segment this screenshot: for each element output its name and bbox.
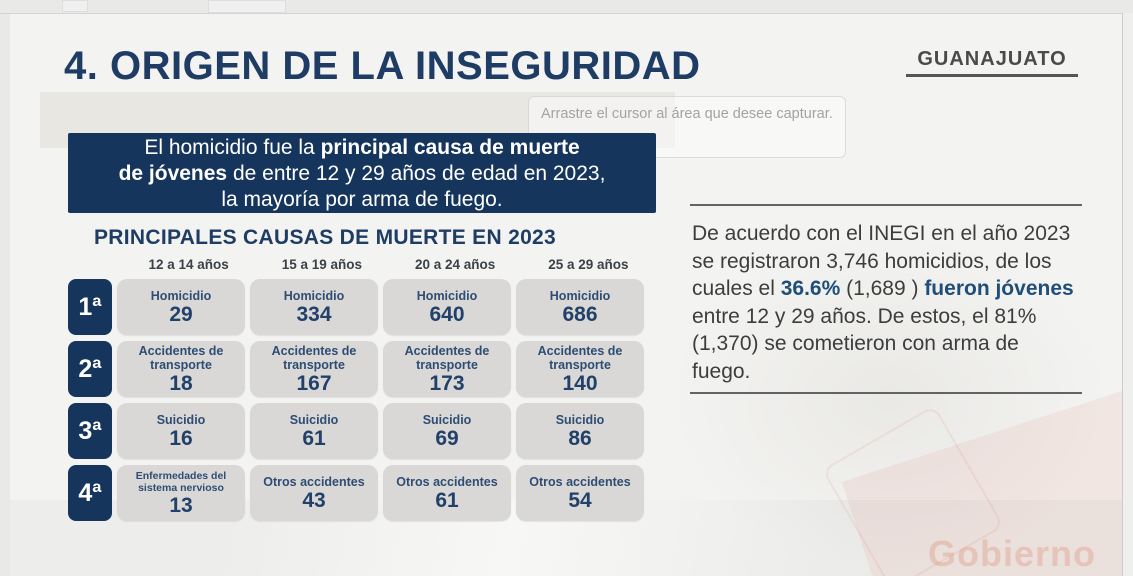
table-row: 3ª Suicidio 16 Suicidio 61 Suicidio 69 S…	[68, 403, 652, 459]
table-row: 1ª Homicidio 29 Homicidio 334 Homicidio …	[68, 279, 652, 335]
window-top-divider	[0, 13, 1133, 14]
cause-cell: Enfermedades del sistema nervioso 13	[117, 465, 245, 521]
cause-cell: Suicidio 61	[250, 403, 378, 459]
window-right-edge	[1122, 13, 1133, 576]
cause-cell: Homicidio 29	[117, 279, 245, 335]
cause-cell: Suicidio 69	[383, 403, 511, 459]
rank-badge: 3ª	[68, 403, 112, 459]
cause-cell: Otros accidentes 54	[516, 465, 644, 521]
banner-line-2: de jóvenes de entre 12 y 29 años de edad…	[118, 162, 606, 185]
table-heading: PRINCIPALES CAUSAS DE MUERTE EN 2023	[94, 226, 557, 249]
cause-cell: Otros accidentes 61	[383, 465, 511, 521]
window-artifact	[62, 0, 88, 12]
cause-cell: Accidentes de transporte 173	[383, 341, 511, 397]
cause-cell: Accidentes de transporte 167	[250, 341, 378, 397]
page-title: 4. ORIGEN DE LA INSEGURIDAD	[64, 44, 701, 88]
cause-cell: Homicidio 640	[383, 279, 511, 335]
cause-cell: Homicidio 686	[516, 279, 644, 335]
cause-cell: Homicidio 334	[250, 279, 378, 335]
inegi-statistics-text: De acuerdo con el INEGI en el año 2023 s…	[692, 222, 1074, 383]
age-group-header: 12 a 14 años	[148, 257, 229, 272]
table-row: 4ª Enfermedades del sistema nervioso 13 …	[68, 465, 652, 521]
cause-cell: Accidentes de transporte 140	[516, 341, 644, 397]
age-group-header: 20 a 24 años	[414, 257, 496, 272]
cause-cell: Otros accidentes 43	[250, 465, 378, 521]
key-message-banner: El homicidio fue la principal causa de m…	[68, 133, 656, 213]
aside-bottom-rule	[690, 392, 1082, 394]
region-label: GUANAJUATO	[906, 48, 1078, 77]
window-artifact	[208, 0, 286, 13]
background-blob	[670, 234, 1110, 564]
rank-badge: 1ª	[68, 279, 112, 335]
cause-cell: Accidentes de transporte 18	[117, 341, 245, 397]
banner-line-3: la mayoría por arma de fuego.	[221, 188, 503, 211]
banner-line-1: El homicidio fue la principal causa de m…	[144, 136, 580, 159]
age-group-header-row: 12 a 14 años 15 a 19 años 20 a 24 años 2…	[125, 257, 652, 272]
rank-badge: 4ª	[68, 465, 112, 521]
aside-top-rule	[690, 204, 1082, 206]
age-group-header: 25 a 29 años	[548, 257, 629, 272]
cause-cell: Suicidio 16	[117, 403, 245, 459]
gobierno-watermark-text: Gobierno	[928, 533, 1096, 574]
table-row: 2ª Accidentes de transporte 18 Accidente…	[68, 341, 652, 397]
rank-badge: 2ª	[68, 341, 112, 397]
cause-cell: Suicidio 86	[516, 403, 644, 459]
age-group-header: 15 a 19 años	[281, 257, 363, 272]
